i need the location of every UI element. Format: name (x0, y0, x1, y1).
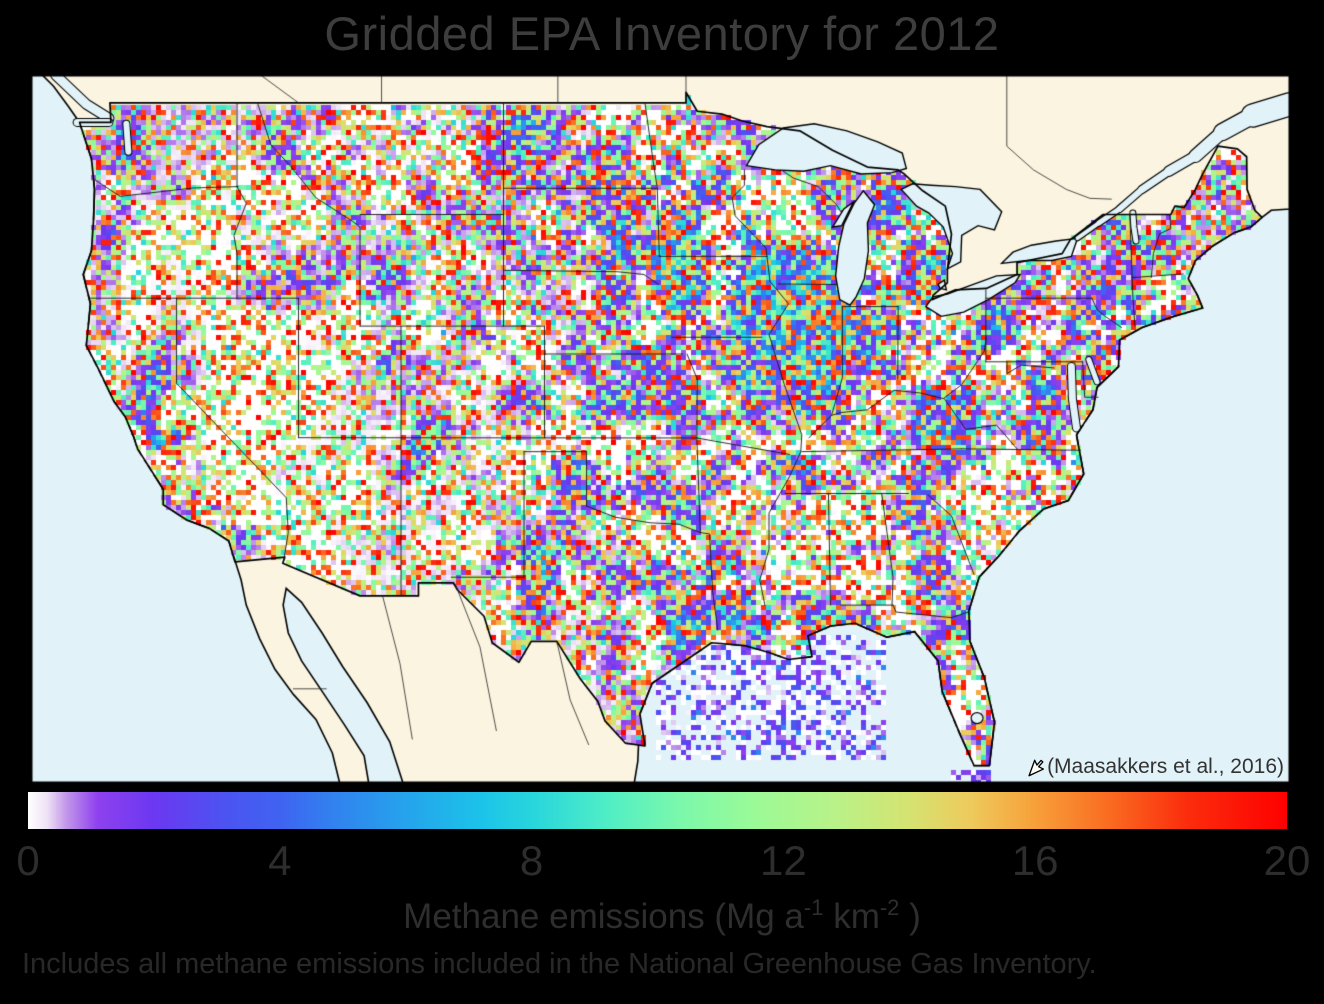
map: (Maasakkers et al., 2016) (31, 75, 1290, 783)
colorbar-gradient (28, 792, 1287, 829)
colorbar-ticks: 0 4 8 12 16 20 (16, 837, 1310, 888)
colorbar-tick: 12 (760, 837, 807, 884)
figure-title: Gridded EPA Inventory for 2012 (324, 7, 1000, 60)
label-text: km (823, 897, 880, 936)
citation-text: (Maasakkers et al., 2016) (1047, 755, 1284, 778)
unit-exponent: -2 (879, 895, 900, 920)
citation: (Maasakkers et al., 2016) (1026, 754, 1284, 780)
label-text: ) (899, 897, 921, 936)
colorbar-tick: 8 (519, 837, 544, 884)
mouse-cursor-icon (1028, 759, 1045, 777)
colorbar-tick: 0 (16, 837, 40, 884)
colorbar-tick: 20 (1263, 837, 1311, 884)
figure-caption: Includes all methane emissions included … (22, 948, 1097, 980)
colorbar-label: Methane emissions (Mg a-1 km-2 ) (0, 895, 1324, 937)
unit-exponent: -1 (803, 895, 824, 920)
us-methane-map-canvas (31, 75, 1290, 783)
colorbar-tick: 16 (1011, 837, 1059, 884)
label-text: Methane emissions (Mg a (403, 897, 804, 936)
colorbar-tick: 4 (268, 837, 292, 884)
